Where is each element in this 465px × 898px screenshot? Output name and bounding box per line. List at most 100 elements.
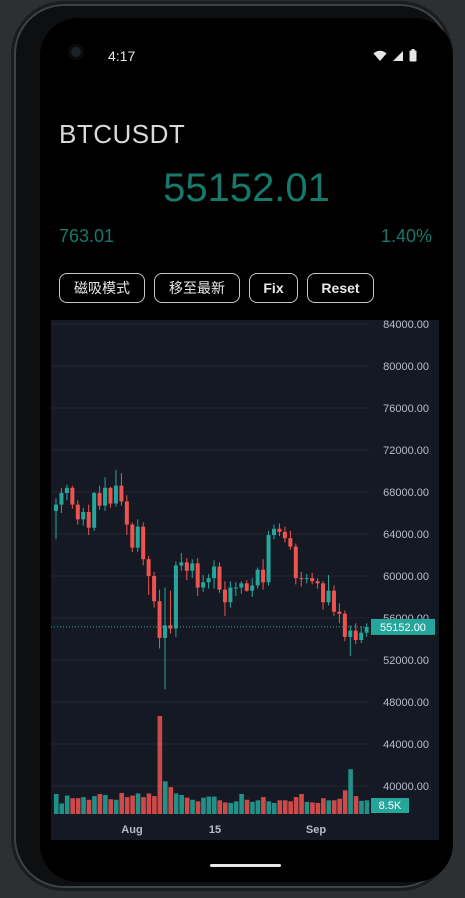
candle-body[interactable]	[332, 591, 336, 612]
volume-bar	[245, 800, 250, 814]
candle-body[interactable]	[201, 582, 205, 587]
symbol-title: BTCUSDT	[59, 119, 185, 150]
price-axis-label: 80000.00	[383, 361, 429, 373]
candle-body[interactable]	[327, 591, 331, 603]
volume-bar	[87, 800, 92, 814]
price-axis-label: 52000.00	[383, 655, 429, 667]
time-axis-label: Sep	[306, 824, 326, 836]
volume-bar	[212, 797, 217, 814]
volume-bar	[250, 802, 255, 814]
candle-body[interactable]	[310, 578, 314, 581]
candle-body[interactable]	[207, 578, 211, 582]
screen: 4:17 BTCUSDT 55152.01 763.01 1.40% 磁吸模式 …	[40, 18, 453, 882]
candle-body[interactable]	[70, 488, 74, 505]
candle-body[interactable]	[54, 505, 58, 511]
candle-body[interactable]	[147, 559, 151, 576]
phone-frame: 4:17 BTCUSDT 55152.01 763.01 1.40% 磁吸模式 …	[14, 4, 450, 888]
candle-body[interactable]	[354, 631, 358, 640]
price-change-percent: 1.40%	[381, 226, 432, 247]
fix-button[interactable]: Fix	[249, 273, 298, 303]
candle-body[interactable]	[114, 486, 118, 504]
volume-bar	[218, 800, 223, 814]
candle-body[interactable]	[245, 583, 249, 590]
volume-bar	[261, 797, 266, 814]
candle-body[interactable]	[196, 563, 200, 587]
candle-body[interactable]	[158, 601, 162, 638]
volume-bar	[267, 801, 272, 814]
candle-body[interactable]	[272, 529, 276, 535]
candle-body[interactable]	[174, 566, 178, 629]
candle-body[interactable]	[305, 578, 309, 579]
magnet-mode-button[interactable]: 磁吸模式	[59, 273, 145, 303]
candle-body[interactable]	[321, 583, 325, 602]
volume-bar	[239, 794, 244, 814]
volume-bar	[152, 796, 157, 814]
candle-body[interactable]	[261, 570, 265, 583]
volume-bar	[70, 798, 75, 814]
candle-body[interactable]	[179, 562, 183, 565]
candle-body[interactable]	[343, 614, 347, 637]
volume-bar	[343, 790, 348, 814]
price-axis-label: 44000.00	[383, 739, 429, 751]
candle-body[interactable]	[299, 578, 303, 579]
candle-body[interactable]	[130, 525, 134, 548]
last-price-label: 55152.00	[380, 622, 426, 634]
volume-bar	[65, 796, 70, 814]
volume-bar	[327, 800, 332, 814]
candle-body[interactable]	[98, 493, 102, 506]
candle-body[interactable]	[92, 493, 96, 528]
candle-body[interactable]	[109, 488, 113, 504]
candle-body[interactable]	[218, 567, 222, 590]
candle-body[interactable]	[103, 488, 107, 506]
candle-body[interactable]	[288, 538, 292, 546]
candle-body[interactable]	[294, 547, 298, 579]
volume-bar	[81, 797, 86, 814]
volume-bar	[310, 802, 315, 814]
candle-body[interactable]	[223, 590, 227, 603]
volume-bar	[76, 798, 81, 814]
volume-bar	[190, 800, 195, 814]
candle-body[interactable]	[185, 562, 189, 570]
candle-body[interactable]	[141, 527, 145, 560]
chart-canvas[interactable]: 84000.00 80000.00 76000.00 72000.00 68000.00…	[51, 320, 439, 840]
candle-body[interactable]	[152, 576, 156, 601]
home-indicator[interactable]	[210, 864, 281, 867]
reset-button[interactable]: Reset	[307, 273, 374, 303]
volume-bar	[283, 800, 288, 814]
candle-body[interactable]	[228, 588, 232, 603]
candle-body[interactable]	[267, 535, 271, 582]
volume-bar	[168, 787, 173, 814]
candle-body[interactable]	[81, 512, 85, 519]
candle-body[interactable]	[59, 493, 63, 505]
candle-body[interactable]	[125, 501, 129, 524]
volume-bar	[103, 795, 108, 814]
price-axis-label: 48000.00	[383, 697, 429, 709]
price-axis-label: 40000.00	[383, 781, 429, 793]
candle-body[interactable]	[283, 532, 287, 538]
scroll-to-latest-button[interactable]: 移至最新	[154, 273, 240, 303]
candle-body[interactable]	[256, 570, 260, 586]
candle-body[interactable]	[234, 588, 238, 589]
candle-body[interactable]	[190, 563, 194, 570]
candle-body[interactable]	[250, 585, 254, 590]
candle-body[interactable]	[239, 583, 243, 587]
volume-bar	[196, 801, 201, 814]
candle-body[interactable]	[76, 505, 80, 520]
volume-bar	[288, 801, 293, 814]
candle-body[interactable]	[136, 527, 140, 548]
candle-body[interactable]	[316, 581, 320, 583]
volume-bar	[185, 798, 190, 814]
candle-body[interactable]	[119, 486, 123, 502]
candle-body[interactable]	[277, 529, 281, 532]
candle-body[interactable]	[65, 488, 69, 493]
time-axis-label: 15	[209, 824, 221, 836]
candle-body[interactable]	[212, 567, 216, 579]
candle-body[interactable]	[359, 633, 363, 640]
candle-body[interactable]	[365, 627, 369, 633]
candle-body[interactable]	[337, 612, 341, 614]
candlestick-chart[interactable]: 84000.00 80000.00 76000.00 72000.00 68000.00…	[51, 320, 439, 840]
time-axis-label: Aug	[121, 824, 142, 836]
candle-body[interactable]	[87, 512, 91, 528]
volume-bar	[201, 798, 206, 814]
candle-body[interactable]	[348, 631, 352, 637]
